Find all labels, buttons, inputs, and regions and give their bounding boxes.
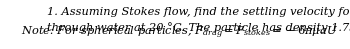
Text: 1. Assuming Stokes flow, find the settling velocity for a 100 micron diameter pa: 1. Assuming Stokes flow, find the settli… — [47, 7, 350, 17]
Text: Note: For spherical particles, $\mathit{F}_{\mathit{drag}} = \mathit{F}_{\mathit: Note: For spherical particles, $\mathit{… — [21, 24, 338, 41]
Text: through water at 20 °C. The particle has density 1.75 g/cm³. What is the Reynold: through water at 20 °C. The particle has… — [47, 22, 350, 33]
